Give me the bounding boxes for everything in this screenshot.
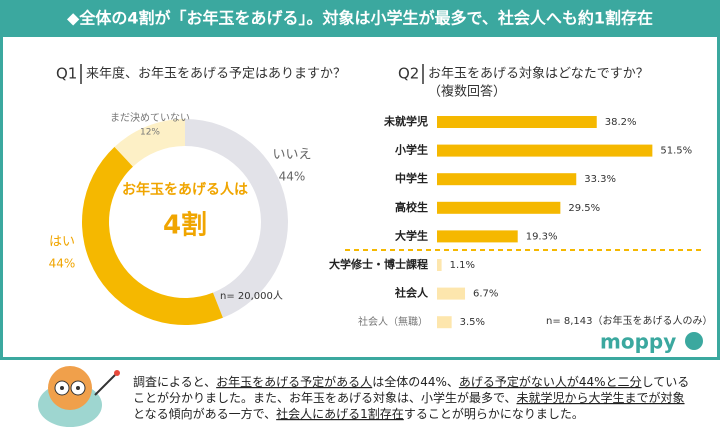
slice-value: 44%: [49, 257, 76, 271]
footer-segment: することが明らかになりました。: [404, 406, 584, 421]
footer-segment: ことが分かりました。また、お年玉をあげる対象は、小学生が最多で、: [133, 390, 517, 405]
mascot: [38, 366, 120, 427]
category-label: 社会人（無職）: [358, 315, 428, 328]
category-label: 大学生: [395, 228, 428, 242]
category-label: 未就学児: [383, 114, 428, 128]
category-label: 高校生: [395, 200, 428, 214]
q-label: Q2: [398, 65, 419, 83]
question: 来年度、お年玉をあげる予定はありますか？: [86, 66, 346, 82]
bar: [437, 116, 597, 128]
slice-label: いいえ: [272, 148, 311, 163]
sample-note: n= 8,143（お年玉をあげる人のみ）: [546, 314, 713, 327]
logo-icon: [685, 332, 703, 350]
category-label: 大学修士・博士課程: [329, 257, 428, 271]
bar: [437, 287, 466, 300]
footer-segment: 調査によると、: [133, 375, 216, 389]
q-label: Q1: [56, 65, 77, 83]
value-label: 38.2%: [605, 117, 637, 128]
center-value: 4割: [163, 210, 207, 241]
footer-segment: となる傾向がある一方で、: [133, 406, 276, 421]
slice-value: 44%: [279, 170, 306, 184]
footer-segment: は全体の44%、: [372, 374, 459, 389]
question-sub: （複数回答）: [428, 84, 506, 100]
page-title: ◆全体の4割が「お年玉をあげる」。対象は小学生が最多で、社会人へも約1割存在: [67, 9, 653, 28]
value-label: 29.5%: [568, 203, 600, 214]
value-label: 1.1%: [450, 260, 475, 271]
value-label: 51.5%: [660, 146, 692, 157]
value-label: 3.5%: [460, 317, 485, 328]
footer-segment: している: [642, 375, 690, 389]
footer-line: ことが分かりました。また、お年玉をあげる対象は、小学生が最多で、未就学児から大学…: [133, 390, 685, 405]
bar: [437, 316, 452, 329]
header-bar: [0, 0, 720, 37]
pie-slice: [185, 119, 288, 318]
bar: [437, 144, 653, 157]
category-label: 小学生: [394, 143, 428, 157]
sample-note: n= 20,000人: [220, 290, 283, 302]
footer-line: となる傾向がある一方で、社会人にあげる1割存在することが明らかになりました。: [133, 406, 584, 421]
bar: [437, 173, 577, 186]
bar: [437, 230, 518, 243]
value-label: 19.3%: [526, 231, 558, 242]
footer-segment: 社会人にあげる1割存在: [276, 406, 404, 421]
footer-segment: あげる予定がない人が44%と二分: [459, 374, 642, 389]
bar: [437, 201, 561, 214]
bar: [437, 259, 442, 271]
pie-slice: [114, 118, 185, 167]
center-text: お年玉をあげる人は: [122, 181, 248, 198]
logo: moppy: [600, 330, 676, 354]
value-label: 33.3%: [584, 174, 616, 185]
slice-value: 12%: [140, 128, 160, 138]
pie-slice: [82, 146, 223, 325]
question: お年玉をあげる対象はどなたですか？: [428, 67, 649, 82]
value-label: 6.7%: [473, 289, 498, 300]
category-label: 社会人: [394, 286, 429, 300]
footer-line: 調査によると、お年玉をあげる予定がある人は全体の44%、あげる予定がない人が44…: [133, 374, 689, 389]
footer-segment: 未就学児から大学生までが対象: [517, 390, 685, 405]
slice-label: はい: [49, 235, 75, 250]
category-label: 中学生: [395, 171, 428, 185]
slice-label: まだ決めていない: [110, 112, 190, 124]
footer-segment: お年玉をあげる予定がある人: [216, 374, 372, 389]
